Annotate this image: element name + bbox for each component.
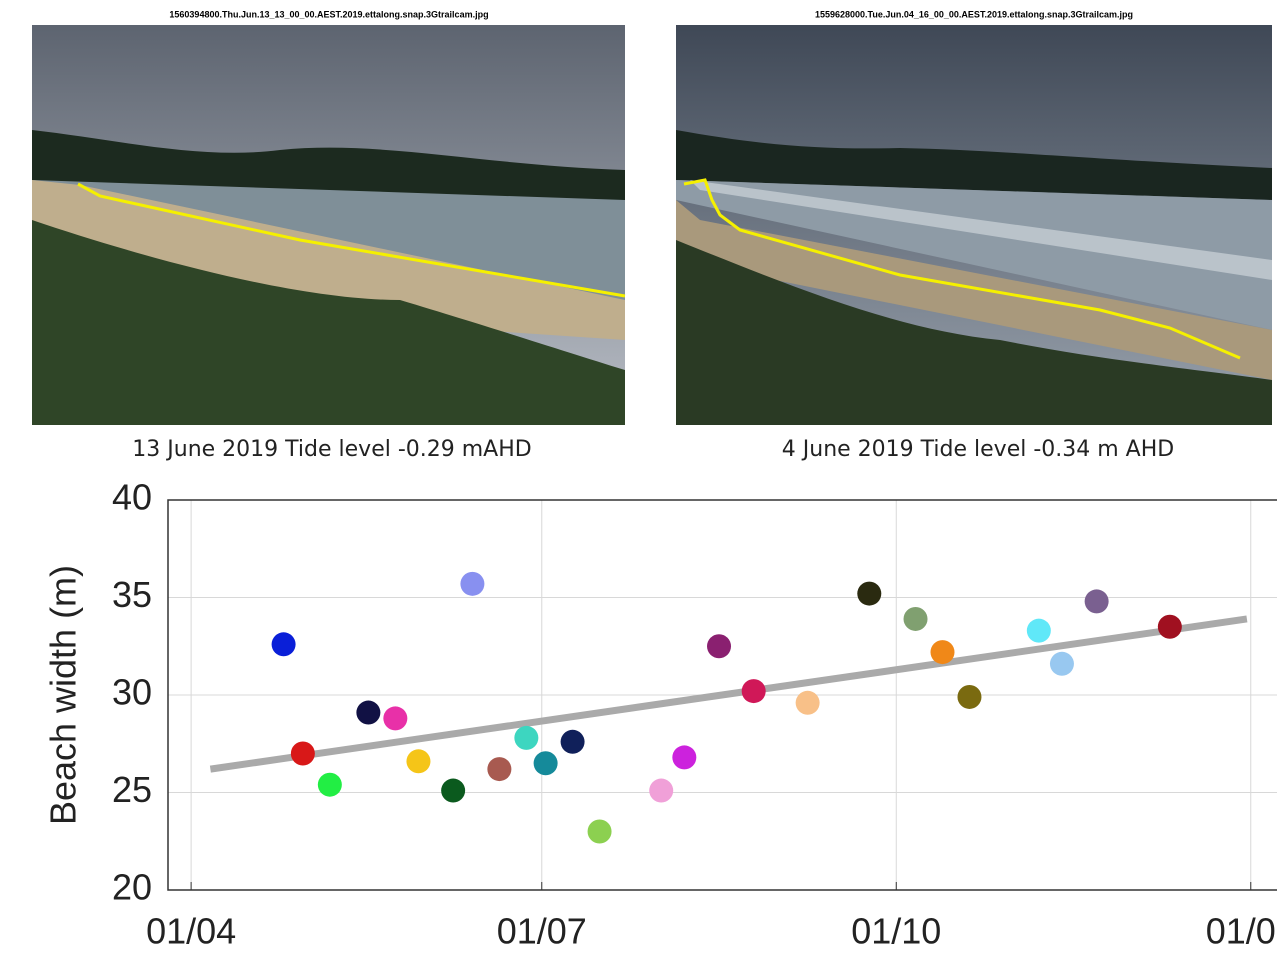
point — [649, 779, 673, 803]
point — [441, 779, 465, 803]
point — [957, 685, 981, 709]
y-tick-label: 30 — [112, 672, 152, 713]
point — [904, 607, 928, 631]
photo-filename: 1560394800.Thu.Jun.13_13_00_00.AEST.2019… — [169, 9, 488, 19]
x-tick-label: 01/07 — [497, 911, 587, 952]
y-tick-label: 25 — [112, 769, 152, 810]
point — [1158, 615, 1182, 639]
point — [707, 634, 731, 658]
point — [1085, 589, 1109, 613]
x-tick-label: 01/04 — [146, 911, 236, 952]
plot: 20 25 30 35 40 01/04 01/07 01/10 01/01 — [112, 477, 1277, 952]
point — [672, 745, 696, 769]
point — [742, 679, 766, 703]
point — [487, 757, 511, 781]
point — [1050, 652, 1074, 676]
figure: 1560394800.Thu.Jun.13_13_00_00.AEST.2019… — [0, 0, 1277, 955]
page: 1560394800.Thu.Jun.13_13_00_00.AEST.2019… — [0, 0, 1277, 955]
photo-caption: 13 June 2019 Tide level -0.29 mAHD — [132, 437, 531, 462]
y-axis-label: Beach width (m) — [43, 565, 84, 825]
y-tick-label: 20 — [112, 867, 152, 908]
photo-filename: 1559628000.Tue.Jun.04_16_00_00.AEST.2019… — [815, 9, 1133, 19]
point — [514, 726, 538, 750]
point — [460, 572, 484, 596]
point — [406, 749, 430, 773]
photo-right — [676, 25, 1272, 425]
point — [356, 701, 380, 725]
point — [561, 730, 585, 754]
point — [588, 820, 612, 844]
x-tick-label: 01/10 — [851, 911, 941, 952]
photo-caption: 4 June 2019 Tide level -0.34 m AHD — [782, 437, 1174, 462]
y-tick-label: 35 — [112, 574, 152, 615]
point — [857, 582, 881, 606]
point — [931, 640, 955, 664]
point — [796, 691, 820, 715]
y-tick-label: 40 — [112, 477, 152, 518]
point — [383, 706, 407, 730]
point — [534, 751, 558, 775]
point — [318, 773, 342, 797]
point — [291, 742, 315, 766]
point — [1027, 619, 1051, 643]
x-tick-label: 01/01 — [1206, 911, 1277, 952]
point — [272, 632, 296, 656]
photo-left — [32, 25, 625, 425]
